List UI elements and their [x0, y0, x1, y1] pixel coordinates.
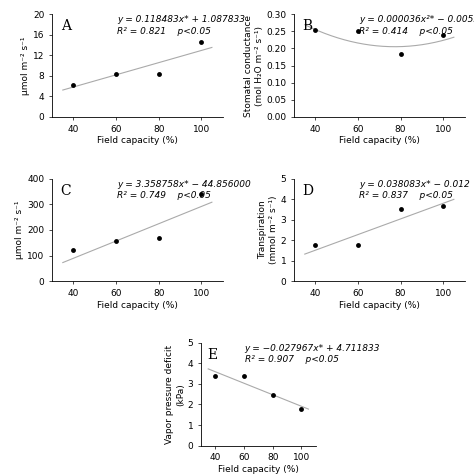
- Point: [240, 372, 248, 380]
- Text: R² = 0.414    p<0.05: R² = 0.414 p<0.05: [359, 27, 453, 36]
- Point: [439, 31, 447, 38]
- Point: [311, 26, 319, 34]
- Point: [155, 70, 163, 78]
- Text: y = 0.118483x* + 1.087833: y = 0.118483x* + 1.087833: [117, 15, 245, 24]
- Point: [354, 27, 362, 35]
- Point: [269, 392, 276, 399]
- Point: [298, 405, 305, 412]
- Text: y = 3.358758x* − 44.856000: y = 3.358758x* − 44.856000: [117, 180, 251, 189]
- Point: [397, 206, 404, 213]
- Point: [155, 234, 163, 241]
- X-axis label: Field capacity (%): Field capacity (%): [339, 137, 420, 146]
- Y-axis label: Stomatal conductance
(mol H₂O m⁻² s⁻¹): Stomatal conductance (mol H₂O m⁻² s⁻¹): [244, 15, 264, 117]
- Text: E: E: [207, 348, 217, 362]
- Point: [397, 50, 404, 57]
- Point: [70, 246, 77, 254]
- Point: [198, 39, 205, 46]
- Point: [198, 190, 205, 198]
- Y-axis label: Vapor pressure deficit
(kPa): Vapor pressure deficit (kPa): [165, 345, 185, 444]
- Point: [211, 372, 219, 380]
- X-axis label: Field capacity (%): Field capacity (%): [97, 301, 178, 310]
- Text: D: D: [302, 184, 314, 198]
- Point: [354, 242, 362, 249]
- Text: C: C: [61, 184, 71, 198]
- Point: [311, 242, 319, 249]
- Text: R² = 0.821    p<0.05: R² = 0.821 p<0.05: [117, 27, 211, 36]
- Text: R² = 0.907    p<0.05: R² = 0.907 p<0.05: [245, 355, 338, 364]
- Text: R² = 0.837    p<0.05: R² = 0.837 p<0.05: [359, 191, 453, 200]
- Text: y = 0.038083x* − 0.012: y = 0.038083x* − 0.012: [359, 180, 470, 189]
- Text: y = −0.027967x* + 4.711833: y = −0.027967x* + 4.711833: [245, 344, 380, 353]
- Point: [112, 237, 120, 245]
- X-axis label: Field capacity (%): Field capacity (%): [218, 465, 299, 474]
- Y-axis label: Transpiration
(mmol m⁻² s⁻¹): Transpiration (mmol m⁻² s⁻¹): [258, 196, 278, 264]
- Point: [70, 81, 77, 88]
- Text: B: B: [302, 19, 313, 33]
- Point: [439, 202, 447, 210]
- X-axis label: Field capacity (%): Field capacity (%): [97, 137, 178, 146]
- Text: y = 0.000036x²* − 0.005563x + 0.42: y = 0.000036x²* − 0.005563x + 0.42: [359, 15, 474, 24]
- X-axis label: Field capacity (%): Field capacity (%): [339, 301, 420, 310]
- Text: A: A: [61, 19, 71, 33]
- Point: [112, 71, 120, 78]
- Text: R² = 0.749    p<0.05: R² = 0.749 p<0.05: [117, 191, 211, 200]
- Y-axis label: μmol m⁻² s⁻¹: μmol m⁻² s⁻¹: [16, 201, 25, 259]
- Y-axis label: μmol m⁻² s⁻¹: μmol m⁻² s⁻¹: [21, 36, 30, 95]
